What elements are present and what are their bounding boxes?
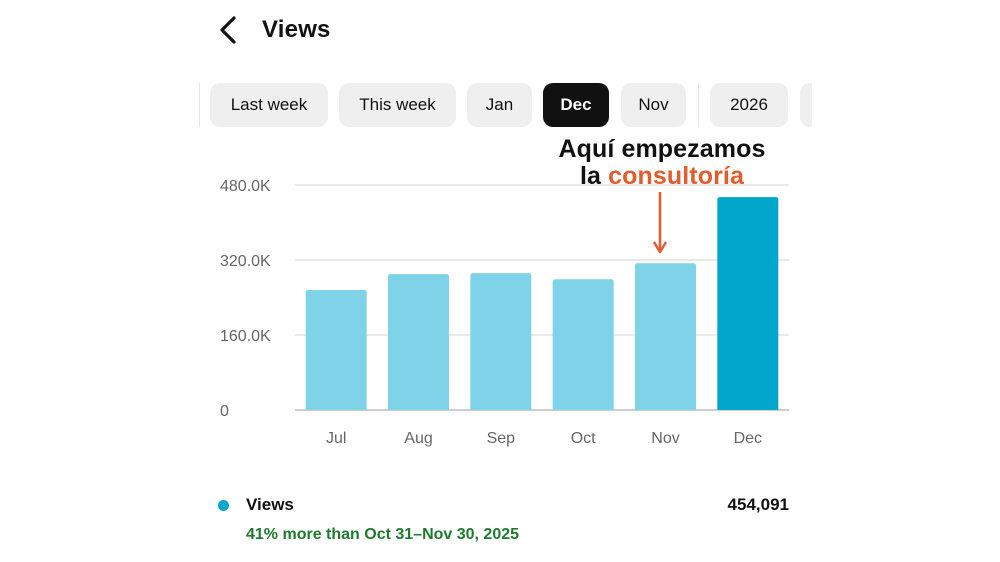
legend-label: Views <box>246 495 294 514</box>
bar-nov <box>635 263 696 410</box>
chevron-left-icon <box>220 16 236 44</box>
annotation-line-1: Aquí empezamos <box>558 135 766 163</box>
y-tick-label: 0 <box>220 403 229 420</box>
y-tick-label: 160.0K <box>220 328 271 345</box>
annotation-prefix: la <box>580 162 609 190</box>
chip-partial[interactable] <box>800 83 812 127</box>
comparison-text: 41% more than Oct 31–Nov 30, 2025 <box>246 526 520 543</box>
back-button[interactable] <box>210 12 246 48</box>
chip-2026[interactable]: 2026 <box>710 83 788 127</box>
annotation-text: Aquí empezamos la consultoría <box>540 136 784 190</box>
bar-oct <box>552 279 614 410</box>
chip-dec[interactable]: Dec <box>543 83 609 127</box>
y-tick-label: 480.0K <box>220 178 271 195</box>
annotation-line-2: la consultoría <box>540 163 784 190</box>
chip-divider <box>698 83 699 127</box>
x-tick-label: Dec <box>734 430 762 447</box>
x-tick-label: Aug <box>404 430 432 447</box>
bar-dec <box>717 197 779 410</box>
bar-jul <box>305 290 367 410</box>
x-tick-label: Sep <box>487 430 516 447</box>
annotation-highlight: consultoría <box>608 162 744 190</box>
chip-last-week[interactable]: Last week <box>210 83 328 127</box>
y-tick-label: 320.0K <box>220 253 271 270</box>
x-tick-label: Nov <box>651 430 679 447</box>
x-tick-label: Oct <box>571 430 596 447</box>
x-tick-label: Jul <box>326 430 346 447</box>
chip-jan[interactable]: Jan <box>467 83 532 127</box>
bar-aug <box>388 274 449 410</box>
page-title: Views <box>262 16 331 43</box>
legend-dot <box>218 500 229 511</box>
filter-chip-row[interactable]: Last week This week Jan Dec Nov 2026 <box>199 82 812 128</box>
bar-sep <box>470 273 532 410</box>
annotation-arrow-icon <box>652 192 668 254</box>
header: Views <box>210 6 331 54</box>
chip-row-edge <box>199 83 200 127</box>
legend-value: 454,091 <box>727 495 789 514</box>
chip-this-week[interactable]: This week <box>339 83 456 127</box>
chip-nov[interactable]: Nov <box>621 83 686 127</box>
